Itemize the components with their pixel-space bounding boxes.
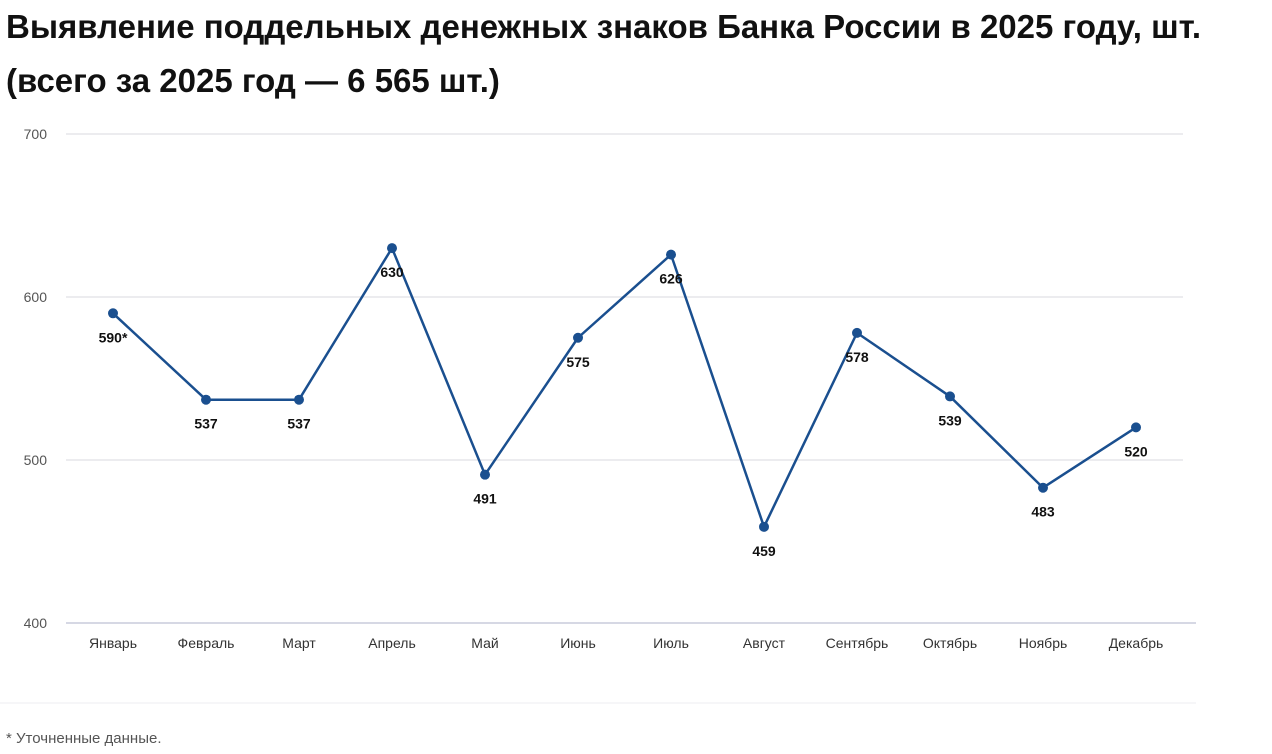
y-tick-label: 700 — [24, 126, 48, 142]
data-point — [108, 308, 118, 319]
data-label: 520 — [1124, 443, 1148, 459]
x-tick-label: Февраль — [178, 635, 235, 651]
data-label: 539 — [938, 412, 962, 428]
data-label: 483 — [1031, 504, 1055, 520]
data-point — [945, 391, 955, 402]
data-point — [294, 394, 304, 405]
data-label: 630 — [380, 264, 404, 280]
x-tick-label: Июль — [653, 635, 689, 651]
data-point — [759, 521, 769, 532]
x-tick-label: Август — [743, 635, 786, 651]
data-label: 491 — [473, 491, 497, 507]
x-tick-label: Июнь — [560, 635, 596, 651]
data-point — [1131, 422, 1141, 433]
series-line — [112, 246, 1137, 529]
data-label: 590* — [99, 329, 128, 345]
x-tick-label: Май — [471, 635, 498, 651]
data-point — [1038, 482, 1048, 493]
data-label: 537 — [287, 416, 311, 432]
x-tick-label: Апрель — [368, 635, 416, 651]
x-tick-label: Октябрь — [923, 635, 977, 651]
data-point — [666, 249, 676, 260]
x-tick-label: Ноябрь — [1019, 635, 1068, 651]
y-tick-label: 500 — [24, 452, 48, 468]
data-point — [480, 469, 490, 480]
x-tick-label: Сентябрь — [826, 635, 889, 651]
data-point — [852, 327, 862, 338]
data-label: 575 — [566, 354, 590, 370]
footnote: * Уточненные данные. — [6, 730, 162, 747]
data-point — [387, 243, 397, 254]
x-tick-label: Март — [282, 635, 316, 651]
y-tick-label: 600 — [24, 289, 48, 305]
data-label: 626 — [659, 271, 683, 287]
data-label: 537 — [194, 416, 218, 432]
chart-title: Выявление поддельных денежных знаков Бан… — [6, 8, 1202, 99]
x-tick-label: Декабрь — [1109, 635, 1164, 651]
x-tick-label: Январь — [89, 635, 137, 651]
data-point — [201, 394, 211, 405]
data-point — [573, 332, 583, 343]
y-tick-label: 400 — [24, 615, 48, 631]
data-label: 578 — [845, 349, 869, 365]
data-label: 459 — [752, 543, 776, 559]
